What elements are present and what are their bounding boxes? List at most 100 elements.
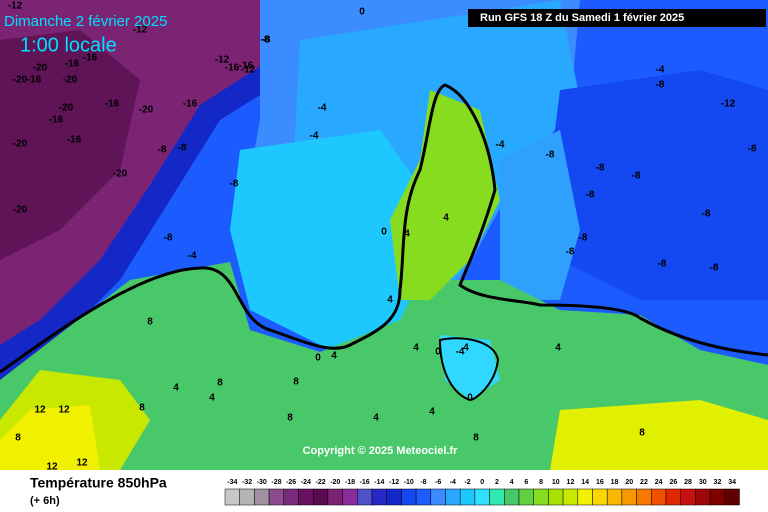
legend-tick-label: 14 <box>581 479 589 486</box>
legend-tick-label: -26 <box>286 479 296 486</box>
contour-label: 4 <box>387 295 393 306</box>
legend-swatch <box>224 488 240 506</box>
contour-label: -16 <box>27 75 42 86</box>
contour-label: 8 <box>293 377 299 388</box>
contour-label: -8 <box>586 190 595 201</box>
legend-swatch <box>695 488 711 506</box>
contour-label: -16 <box>239 61 254 72</box>
legend-tick-label: 18 <box>611 479 619 486</box>
map-background <box>0 0 768 470</box>
contour-label: -20 <box>59 103 74 114</box>
legend-swatch <box>606 488 623 506</box>
legend-tick-label: -12 <box>389 479 399 486</box>
contour-label: 4 <box>373 413 379 424</box>
contour-label: -16 <box>49 115 64 126</box>
forecast-step: (+ 6h) <box>30 495 60 507</box>
contour-label: 8 <box>139 403 145 414</box>
legend-swatch <box>577 488 593 506</box>
contour-label: 4 <box>443 213 449 224</box>
legend-tick-label: -14 <box>374 479 384 486</box>
legend-swatch <box>665 488 681 506</box>
contour-label: -8 <box>632 171 641 182</box>
contour-label: 0 <box>435 347 441 358</box>
legend-tick-label: 12 <box>567 479 575 486</box>
contour-label: 0 <box>381 227 387 238</box>
legend-tick-label: -20 <box>330 479 340 486</box>
contour-label: 8 <box>473 433 479 444</box>
contour-label: -20 <box>33 63 48 74</box>
contour-label: 0 <box>359 7 365 18</box>
contour-label: -8 <box>579 233 588 244</box>
contour-label: 4 <box>173 383 179 394</box>
legend-tick-label: -4 <box>450 479 456 486</box>
contour-label: 4 <box>413 343 419 354</box>
legend-swatch <box>474 488 490 506</box>
local-time: 1:00 locale <box>20 34 117 56</box>
legend-tick-label: -34 <box>227 479 237 486</box>
legend-swatch <box>401 488 417 506</box>
contour-label: -20 <box>139 105 154 116</box>
contour-label: -4 <box>656 65 665 76</box>
legend-tick-label: 2 <box>495 479 499 486</box>
variable: Température 850hPa <box>30 475 167 491</box>
contour-label: 12 <box>46 462 58 473</box>
contour-label: -8 <box>546 150 555 161</box>
contour-label: 4 <box>209 393 215 404</box>
contour-label: -8 <box>748 144 757 155</box>
contour-label: -8 <box>261 35 270 46</box>
legend-tick-label: 20 <box>625 479 633 486</box>
legend-tick-label: -16 <box>360 479 370 486</box>
legend-swatch <box>327 488 343 506</box>
contour-label: -20 <box>13 139 28 150</box>
contour-label: -16 <box>83 53 98 64</box>
legend-tick-label: 28 <box>684 479 692 486</box>
legend-swatch <box>651 488 667 506</box>
contour-label: -4 <box>310 131 319 142</box>
legend-tick-label: 16 <box>596 479 604 486</box>
legend-swatch <box>459 488 476 506</box>
legend-swatch <box>518 488 534 506</box>
contour-label: 12 <box>34 405 46 416</box>
contour-label: -20 <box>63 75 78 86</box>
legend-swatch <box>283 488 299 506</box>
legend-swatch <box>445 488 461 506</box>
legend-tick-label: 8 <box>539 479 543 486</box>
legend-tick-label: 22 <box>640 479 648 486</box>
contour-label: -12 <box>8 1 23 12</box>
contour-label: 8 <box>217 378 223 389</box>
legend-tick-label: 6 <box>524 479 528 486</box>
contour-label: -12 <box>241 65 256 76</box>
contour-label: -4 <box>188 251 197 262</box>
legend-swatch <box>680 488 696 506</box>
legend-tick-label: -30 <box>257 479 267 486</box>
contour-label: 12 <box>76 458 88 469</box>
legend-swatch <box>312 488 329 506</box>
legend-tick-label: -6 <box>435 479 441 486</box>
legend-tick-label: -2 <box>464 479 470 486</box>
contour-label: -12 <box>133 25 148 36</box>
legend-swatch <box>298 488 314 506</box>
legend-swatch <box>239 488 255 506</box>
legend-swatch <box>562 488 579 506</box>
contour-label: -16 <box>225 63 240 74</box>
contour-label: -16 <box>67 135 82 146</box>
contour-label: 4 <box>555 343 561 354</box>
contour-label: -4 <box>496 140 505 151</box>
legend-swatch <box>357 488 373 506</box>
legend-tick-label: 30 <box>699 479 707 486</box>
legend-tick-label: 26 <box>669 479 677 486</box>
contour-label: -8 <box>178 143 187 154</box>
legend-tick-label: -24 <box>301 479 311 486</box>
legend-tick-label: 24 <box>655 479 663 486</box>
contour-label: -8 <box>164 233 173 244</box>
legend-tick-label: -28 <box>271 479 281 486</box>
legend-swatch <box>533 488 549 506</box>
legend-swatch <box>254 488 270 506</box>
legend-swatch <box>504 488 520 506</box>
legend-swatch <box>415 488 432 506</box>
contour-label: 4 <box>463 343 469 354</box>
legend-tick-label: -10 <box>404 479 414 486</box>
legend-tick-label: 32 <box>714 479 722 486</box>
legend-swatch <box>268 488 285 506</box>
